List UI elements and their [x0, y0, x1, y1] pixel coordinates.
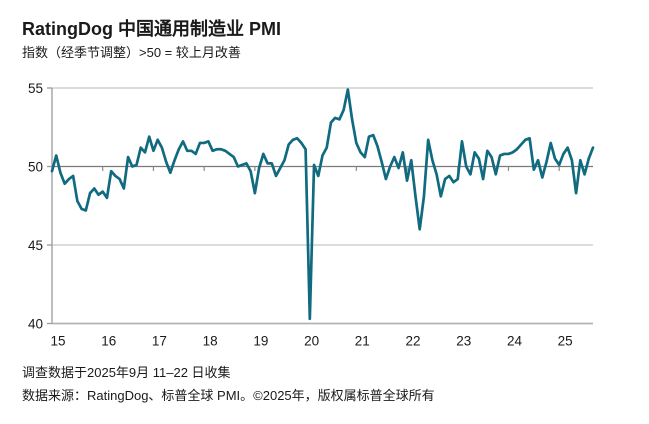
- footnote-survey-dates: 调查数据于2025年9月 11–22 日收集: [22, 365, 231, 380]
- y-tick-label: 55: [28, 81, 43, 96]
- footnote-source-copyright: 数据来源：RatingDog、标普全球 PMI。©2025年，版权属标普全球所有: [22, 388, 435, 403]
- pmi-series-line: [50, 88, 595, 321]
- y-tick-label: 45: [28, 238, 43, 253]
- x-tick-label: 20: [304, 334, 319, 349]
- pmi-line-chart-canvas: 55 50 45 40 15 16 17 18 19 20 21 22 23 24 25: [28, 81, 595, 349]
- chart-title: RatingDog 中国通用制造业 PMI: [22, 19, 281, 39]
- x-tick-label: 21: [355, 334, 370, 349]
- y-tick-label: 50: [28, 160, 43, 175]
- pmi-line-chart: 55 50 45 40 15 16 17 18 19 20 21 22 23 24 25: [0, 70, 649, 360]
- x-tick-label: 15: [50, 334, 65, 349]
- chart-subtitle: 指数（经季节调整）>50 = 较上月改善: [22, 45, 241, 60]
- y-tick-label: 40: [28, 317, 43, 332]
- x-tick-label: 17: [152, 334, 167, 349]
- x-tick-label: 22: [406, 334, 421, 349]
- x-tick-label: 25: [558, 334, 573, 349]
- x-tick-label: 18: [203, 334, 218, 349]
- x-tick-label: 19: [253, 334, 268, 349]
- x-tick-label: 24: [507, 334, 523, 349]
- x-tick-label: 16: [101, 334, 116, 349]
- x-tick-label: 23: [456, 334, 471, 349]
